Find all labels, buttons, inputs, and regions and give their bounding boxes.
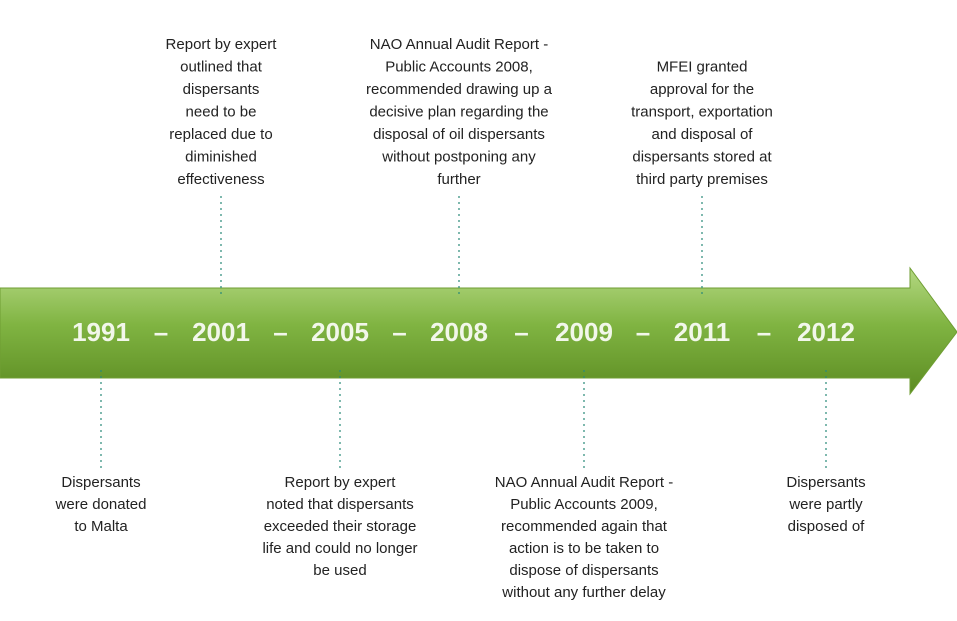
event-text: dispersants stored at — [632, 148, 772, 165]
year-separator: – — [392, 317, 406, 347]
year-label: 1991 — [72, 317, 130, 347]
event-text: recommended drawing up a — [366, 81, 553, 98]
year-separator: – — [514, 317, 528, 347]
event-text: dispersants — [183, 81, 260, 98]
year-separator: – — [757, 317, 771, 347]
event-text: need to be — [186, 103, 257, 120]
event-text: effectiveness — [177, 171, 264, 188]
event-text: noted that dispersants — [266, 496, 414, 513]
event-text: without any further delay — [501, 584, 666, 601]
event-text: recommended again that — [501, 518, 668, 535]
event-text: NAO Annual Audit Report - — [495, 474, 673, 491]
timeline-arrow — [0, 266, 957, 396]
event-text: life and could no longer — [262, 540, 417, 557]
event-text: outlined that — [180, 58, 263, 75]
event-text: Dispersants — [61, 474, 140, 491]
event-text: Report by expert — [285, 474, 397, 491]
event-text: disposed of — [788, 518, 866, 535]
event-text: Report by expert — [166, 36, 278, 53]
event-text: Dispersants — [786, 474, 865, 491]
event-text: replaced due to — [169, 126, 272, 143]
year-label: 2009 — [555, 317, 613, 347]
event-text: third party premises — [636, 171, 768, 188]
event-text: be used — [313, 562, 366, 579]
event-text: exceeded their storage — [264, 518, 417, 535]
event-text: Public Accounts 2008, — [385, 58, 533, 75]
year-separator: – — [154, 317, 168, 347]
event-text: to Malta — [74, 518, 128, 535]
event-text: diminished — [185, 148, 257, 165]
year-label: 2012 — [797, 317, 855, 347]
event-text: disposal of oil dispersants — [373, 126, 545, 143]
year-label: 2001 — [192, 317, 250, 347]
event-text: MFEI granted — [657, 58, 748, 75]
event-text: were partly — [788, 496, 863, 513]
year-label: 2008 — [430, 317, 488, 347]
event-text: dispose of dispersants — [509, 562, 658, 579]
timeline-content: 1991–2001–2005–2008–2009–2011–2012Disper… — [55, 36, 866, 601]
event-text: Public Accounts 2009, — [510, 496, 658, 513]
year-separator: – — [273, 317, 287, 347]
event-text: action is to be taken to — [509, 540, 659, 557]
year-separator: – — [636, 317, 650, 347]
event-text: approval for the — [650, 81, 754, 98]
event-text: NAO Annual Audit Report - — [370, 36, 548, 53]
event-text: transport, exportation — [631, 103, 773, 120]
event-text: further — [437, 171, 480, 188]
event-text: without postponing any — [381, 148, 536, 165]
event-text: decisive plan regarding the — [369, 103, 548, 120]
year-label: 2005 — [311, 317, 369, 347]
event-text: were donated — [55, 496, 147, 513]
year-label: 2011 — [674, 317, 730, 347]
event-text: and disposal of — [652, 126, 754, 143]
